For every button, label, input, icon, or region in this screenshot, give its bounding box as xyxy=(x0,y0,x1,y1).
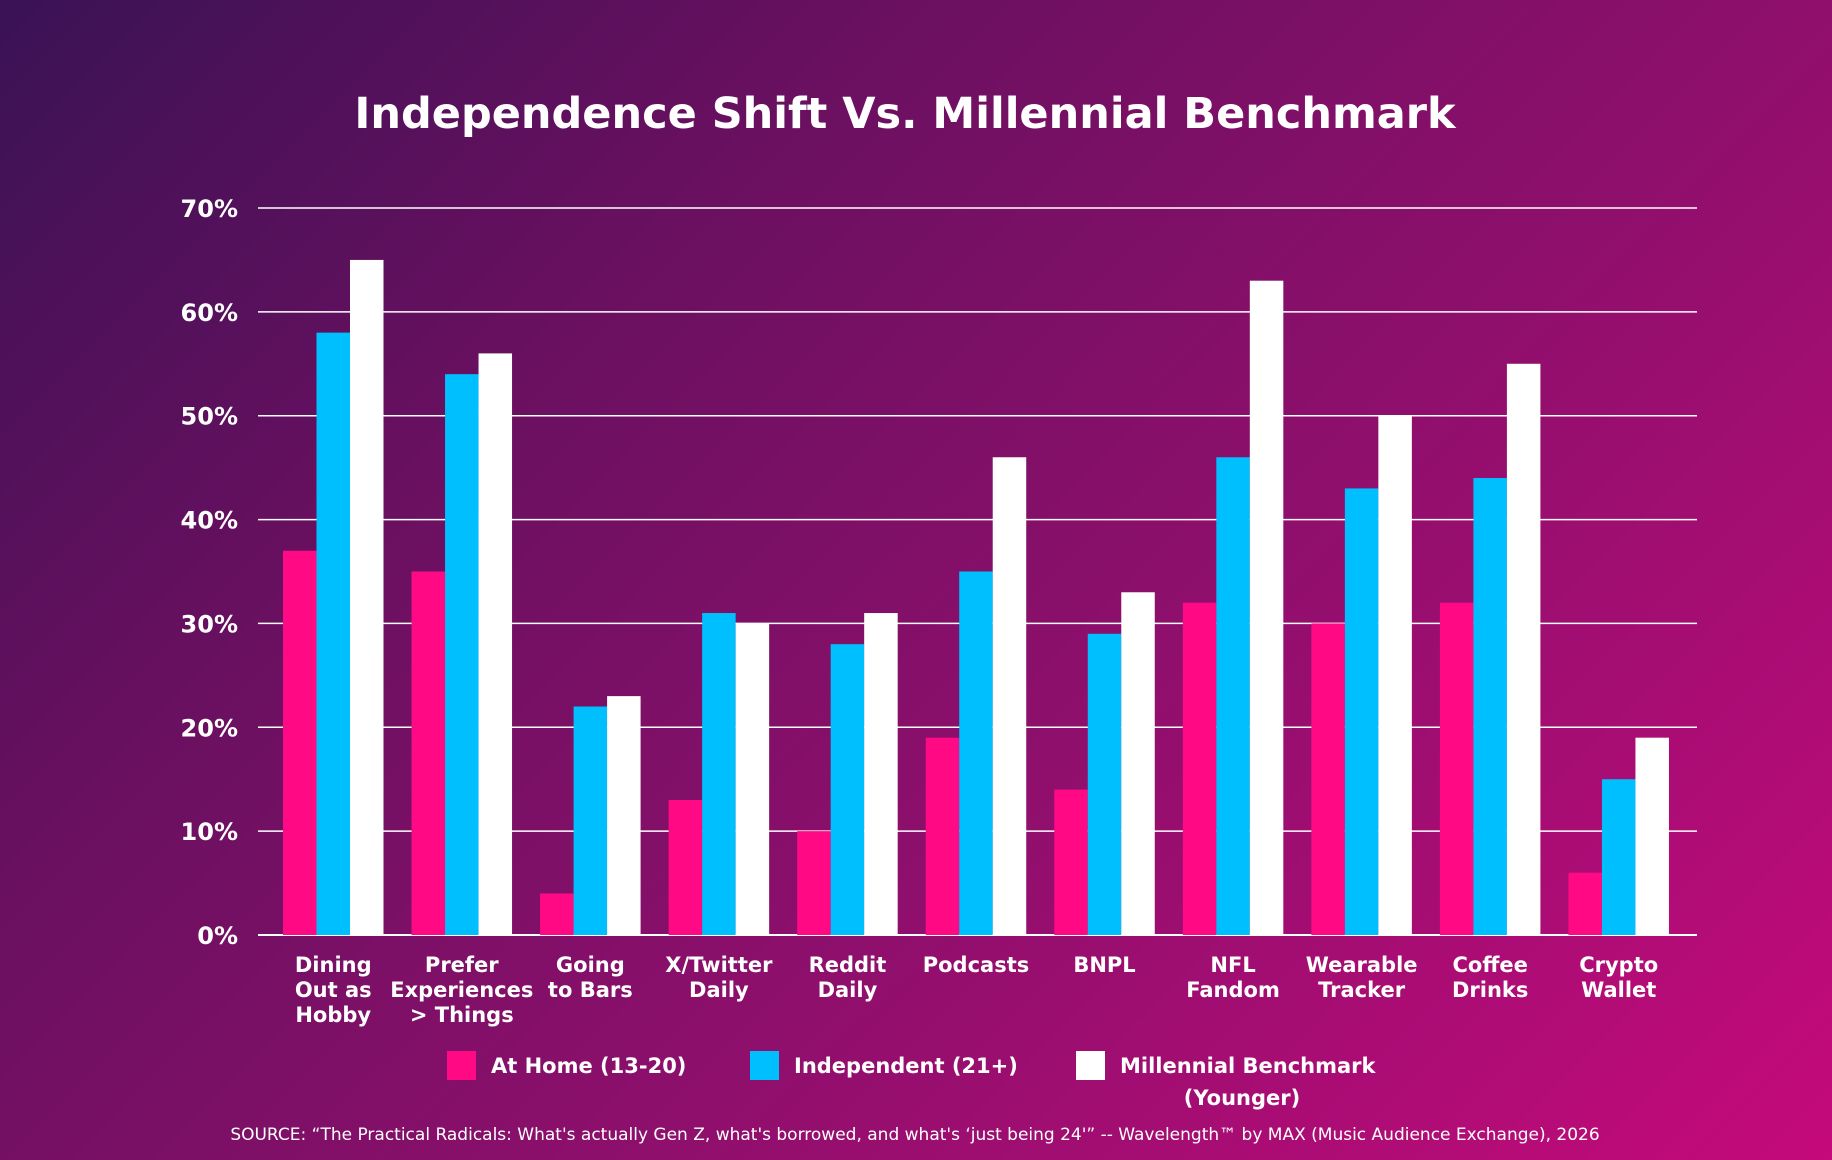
x-tick-label: Tracker xyxy=(1318,978,1406,1002)
y-tick-label: 50% xyxy=(181,403,238,431)
legend-swatch xyxy=(1076,1051,1105,1080)
x-tick-label: Daily xyxy=(689,978,749,1002)
bar-2 xyxy=(1216,457,1250,935)
bar-3 xyxy=(864,613,898,935)
bar-1 xyxy=(1439,602,1474,935)
legend-swatch xyxy=(447,1051,476,1080)
bar-2 xyxy=(445,374,479,936)
bar-1 xyxy=(540,893,574,935)
bar-3 xyxy=(1249,280,1284,935)
x-tick-label: Crypto xyxy=(1579,953,1658,977)
y-tick-label: 20% xyxy=(181,714,238,742)
bar-1 xyxy=(1311,623,1345,935)
x-tick-label: Reddit xyxy=(809,953,887,977)
bar-2 xyxy=(1473,478,1507,935)
x-tick-label: NFL xyxy=(1210,953,1255,977)
x-tick-label: > Things xyxy=(410,1003,514,1027)
source-note: SOURCE: “The Practical Radicals: What's … xyxy=(230,1125,1599,1145)
x-tick-label: Wallet xyxy=(1581,978,1656,1002)
x-tick-label: Out as xyxy=(295,978,372,1002)
bar-3 xyxy=(735,623,770,935)
x-tick-label: Hobby xyxy=(295,1003,371,1027)
y-tick-label: 40% xyxy=(181,507,238,535)
bar-2 xyxy=(1601,779,1636,935)
x-tick-label: Dining xyxy=(295,953,372,977)
bar-3 xyxy=(607,696,641,935)
bar-2 xyxy=(830,644,865,935)
x-tick-label: Coffee xyxy=(1452,953,1527,977)
legend-label: (Younger) xyxy=(1184,1086,1300,1110)
x-tick-label: Podcasts xyxy=(923,953,1030,977)
bar-1 xyxy=(668,799,703,935)
legend-label: Millennial Benchmark xyxy=(1120,1054,1377,1078)
bar-2 xyxy=(959,571,993,935)
y-axis-ticks: 0% 10% 20% 30% 40% 50% 60% 70% xyxy=(181,195,238,950)
legend-label: At Home (13-20) xyxy=(491,1054,686,1078)
bar-1 xyxy=(283,550,317,935)
chart-title: Independence Shift Vs. Millennial Benchm… xyxy=(354,89,1457,139)
bar-3 xyxy=(1506,363,1541,935)
x-tick-label: Wearable xyxy=(1306,953,1418,977)
bar-2 xyxy=(1344,488,1379,935)
bar-1 xyxy=(925,737,960,935)
legend-label: Independent (21+) xyxy=(794,1054,1018,1078)
x-tick-label: Drinks xyxy=(1452,978,1528,1002)
x-tick-label: to Bars xyxy=(548,978,633,1002)
legend: At Home (13-20) Independent (21+) Millenni… xyxy=(447,1051,1377,1110)
bar-1 xyxy=(1568,872,1602,935)
x-tick-label: Experiences xyxy=(390,978,533,1002)
bar-2 xyxy=(316,332,350,936)
x-tick-label: Going xyxy=(556,953,625,977)
bar-2 xyxy=(1087,633,1122,935)
x-tick-label: Prefer xyxy=(425,953,499,977)
y-tick-label: 60% xyxy=(181,299,238,327)
y-tick-label: 70% xyxy=(181,195,238,223)
y-tick-label: 10% xyxy=(181,818,238,846)
bars xyxy=(283,259,1669,936)
legend-swatch xyxy=(750,1051,779,1080)
y-tick-label: 0% xyxy=(197,922,238,950)
x-tick-label: Fandom xyxy=(1186,978,1280,1002)
bar-3 xyxy=(992,457,1027,935)
bar-2 xyxy=(702,613,736,935)
y-tick-label: 30% xyxy=(181,610,238,638)
bar-1 xyxy=(1182,602,1217,935)
bar-1 xyxy=(1054,789,1088,935)
bar-1 xyxy=(411,571,446,935)
bar-3 xyxy=(350,259,384,935)
bar-3 xyxy=(478,353,513,935)
bar-3 xyxy=(1121,592,1155,935)
bar-3 xyxy=(1635,737,1669,935)
bar-3 xyxy=(1378,415,1412,935)
bar-1 xyxy=(797,831,831,935)
x-tick-label: X/Twitter xyxy=(665,953,773,977)
x-tick-label: Daily xyxy=(818,978,878,1002)
bar-2 xyxy=(573,706,608,935)
x-tick-label: BNPL xyxy=(1073,953,1135,977)
